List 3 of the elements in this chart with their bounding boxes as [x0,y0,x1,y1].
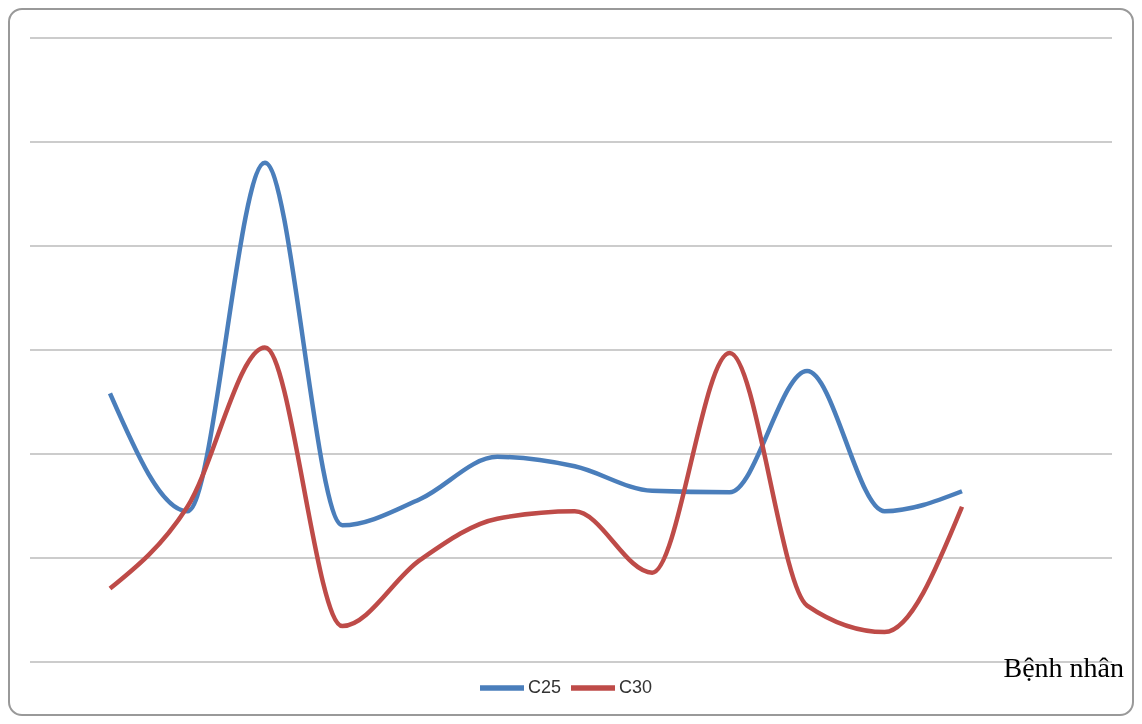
legend-label: C25 [527,676,561,697]
legend-label: C30 [619,676,653,697]
x-axis-title: Bệnh nhân [1003,652,1124,684]
